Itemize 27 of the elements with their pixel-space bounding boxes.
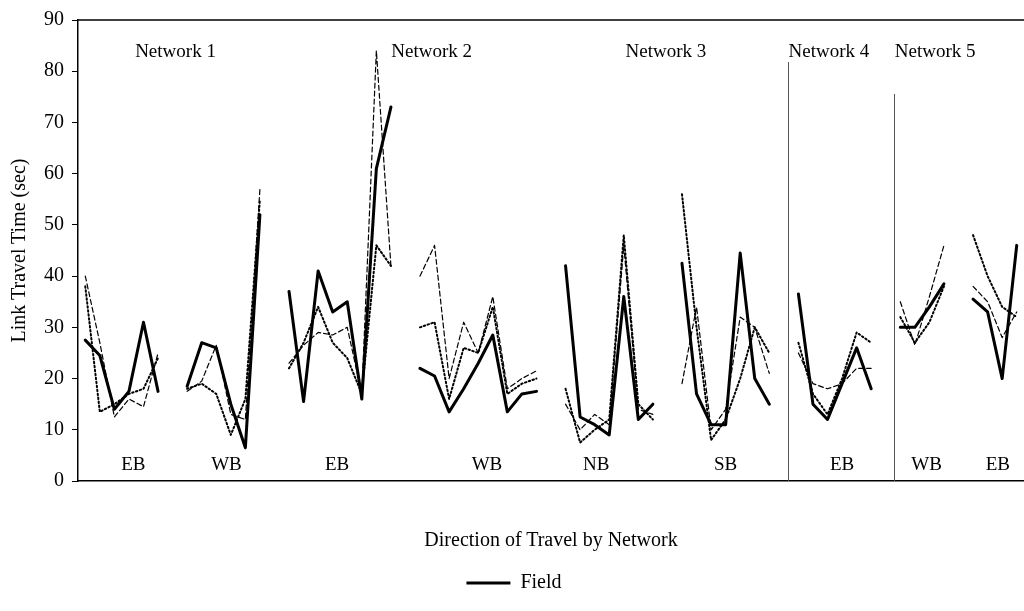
annotation: NB <box>582 452 610 474</box>
annotation: Network 2 <box>391 39 473 61</box>
annotation: WB <box>471 452 503 474</box>
annotation: WB <box>211 452 242 474</box>
annotation: EB <box>324 452 350 474</box>
annotation: Network 4 <box>788 39 870 61</box>
y-axis-title: Link Travel Time (sec) <box>7 158 31 343</box>
annotation: WB <box>911 452 942 474</box>
y-tick-label: 80 <box>44 58 64 81</box>
y-tick-label: 30 <box>44 314 64 337</box>
y-tick-label: 40 <box>44 263 64 286</box>
annotation: EB <box>985 452 1010 474</box>
annotation: EB <box>829 452 855 474</box>
y-tick-label: 0 <box>54 468 64 491</box>
annotation: Network 1 <box>135 39 216 61</box>
x-axis-title: Direction of Travel by Network <box>424 528 678 552</box>
y-tick-label: 10 <box>44 417 64 440</box>
y-tick-label: 20 <box>44 365 64 388</box>
annotation: EB <box>121 452 146 474</box>
legend-label: Field <box>520 570 562 593</box>
y-tick-label: 90 <box>44 7 64 30</box>
y-tick-label: 60 <box>44 160 64 183</box>
annotation: Network 5 <box>894 39 976 61</box>
y-tick-label: 70 <box>44 109 64 132</box>
annotation: SB <box>714 452 738 474</box>
y-tick-label: 50 <box>44 212 64 235</box>
annotation: Network 3 <box>625 39 707 61</box>
